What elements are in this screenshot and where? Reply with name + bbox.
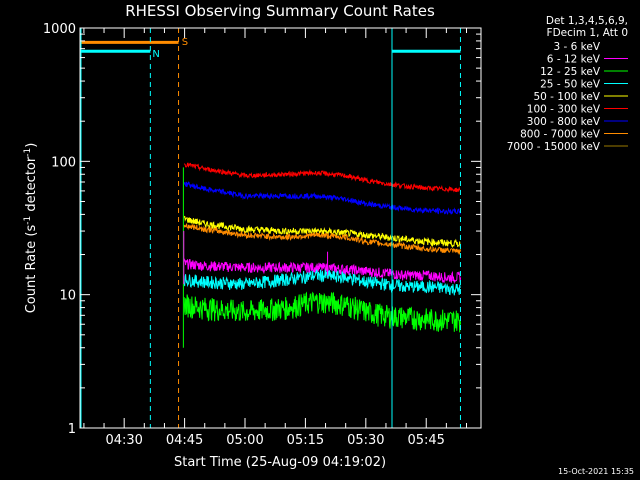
axes-frame — [79, 27, 482, 429]
y-tick-label: 1000 — [43, 22, 76, 37]
legend-label-6: 300 - 800 keV — [527, 116, 601, 128]
x-tick-label: 05:00 — [226, 433, 263, 448]
legend-header: Det 1,3,4,5,6,9, — [546, 15, 628, 27]
series-line-7 — [183, 223, 462, 255]
legend-label-7: 800 - 7000 keV — [520, 129, 601, 141]
series-line-1 — [183, 258, 462, 284]
annotation-N: N — [152, 49, 159, 60]
x-tick-label: 05:30 — [347, 433, 384, 448]
y-axis-label: Count Rate (s-1 detector-1) — [23, 143, 39, 314]
legend-label-8: 7000 - 15000 keV — [507, 141, 601, 153]
series-line-5 — [183, 162, 462, 193]
series-line-6 — [183, 181, 462, 216]
annotation-S: S — [182, 37, 188, 48]
legend-label-2: 12 - 25 keV — [540, 66, 601, 78]
axes: 1 10 100 1000 04:30 04:45 05:00 05:15 05:30 05:45 — [43, 22, 482, 448]
x-tick-label: 05:45 — [407, 433, 444, 448]
x-tick-label: 04:45 — [166, 433, 203, 448]
timestamp-label: 15-Oct-2021 15:35 — [558, 467, 634, 476]
legend-header: FDecim 1, Att 0 — [547, 27, 628, 39]
legend-label-3: 25 - 50 keV — [540, 79, 601, 91]
y-tick-label: 1 — [68, 422, 76, 437]
y-tick-label: 10 — [59, 289, 76, 304]
legend: Det 1,3,4,5,6,9,FDecim 1, Att 0 3 - 6 keV… — [507, 15, 628, 153]
series-line-2 — [183, 291, 462, 333]
x-tick-label: 05:15 — [287, 433, 324, 448]
legend-label-0: 3 - 6 keV — [553, 41, 600, 53]
plot-series-group: NS — [80, 28, 462, 428]
x-axis-label: Start Time (25-Aug-09 04:19:02) — [174, 455, 386, 470]
chart-title: RHESSI Observing Summary Count Rates — [125, 2, 435, 20]
series-line-4 — [183, 215, 462, 248]
legend-label-1: 6 - 12 keV — [547, 54, 601, 66]
series-line-3 — [183, 269, 461, 296]
plot-area: NS — [80, 28, 462, 428]
legend-label-5: 100 - 300 keV — [527, 104, 601, 116]
y-tick-label: 100 — [51, 155, 76, 170]
x-tick-label: 04:30 — [105, 433, 142, 448]
legend-label-4: 50 - 100 keV — [533, 91, 600, 103]
